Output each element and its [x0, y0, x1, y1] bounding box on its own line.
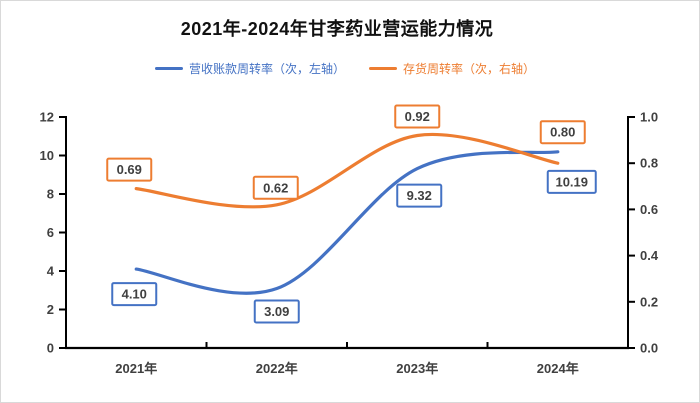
y-axis-left-tick-label: 12	[40, 110, 54, 125]
data-label-value: 0.62	[263, 180, 288, 195]
legend-item-receivables-turnover: 营收账款周转率（次，左轴）	[154, 60, 345, 77]
y-axis-left-tick-label: 2	[47, 302, 54, 317]
legend-line-swatch-blue	[154, 67, 183, 70]
data-label-box	[111, 282, 158, 307]
data-label-value: 9.32	[407, 188, 432, 203]
legend-label: 存货周转率（次，右轴）	[403, 62, 536, 76]
data-label-box	[252, 175, 299, 200]
y-axis-right-tick-label: 0.8	[640, 156, 658, 171]
x-axis-category-label: 2024年	[537, 361, 579, 376]
data-label-box	[394, 104, 441, 129]
x-axis-category-label: 2021年	[115, 361, 157, 376]
legend-line-swatch-orange	[369, 67, 397, 70]
series-line-blue	[134, 150, 560, 295]
data-label-value: 4.10	[122, 287, 147, 302]
data-label-value: 10.19	[555, 174, 588, 189]
data-label-value: 0.80	[550, 125, 575, 140]
x-axis-category-label: 2022年	[256, 361, 298, 376]
y-axis-left-tick-label: 10	[40, 148, 54, 163]
legend: 营收账款周转率（次，左轴） 存货周转率（次，右轴）	[1, 60, 689, 77]
data-label-box	[396, 183, 443, 208]
data-label-box	[539, 120, 586, 145]
y-axis-right-tick-label: 0.0	[640, 341, 658, 356]
series-line-orange	[134, 132, 560, 209]
y-axis-right-tick-label: 1.0	[640, 110, 658, 125]
data-label-box	[253, 299, 300, 324]
data-label-box	[546, 169, 597, 194]
data-label-value: 0.69	[117, 162, 142, 177]
y-axis-right-tick-label: 0.2	[640, 294, 658, 309]
data-label-box	[106, 157, 153, 182]
y-axis-left-tick-label: 8	[47, 187, 54, 202]
data-label-value: 0.92	[405, 109, 430, 124]
chart-title: 2021年-2024年甘李药业营运能力情况	[180, 19, 494, 39]
data-label-value: 3.09	[264, 304, 289, 319]
y-axis-right-tick-label: 0.4	[640, 248, 659, 263]
legend-label: 营收账款周转率（次，左轴）	[188, 62, 345, 76]
y-axis-left-tick-label: 4	[47, 264, 55, 279]
y-axis-left-tick-label: 0	[47, 341, 54, 356]
x-axis-category-label: 2023年	[396, 361, 438, 376]
y-axis-left-tick-label: 6	[47, 225, 54, 240]
y-axis-right-tick-label: 0.6	[640, 202, 658, 217]
legend-item-inventory-turnover: 存货周转率（次，右轴）	[369, 60, 535, 77]
